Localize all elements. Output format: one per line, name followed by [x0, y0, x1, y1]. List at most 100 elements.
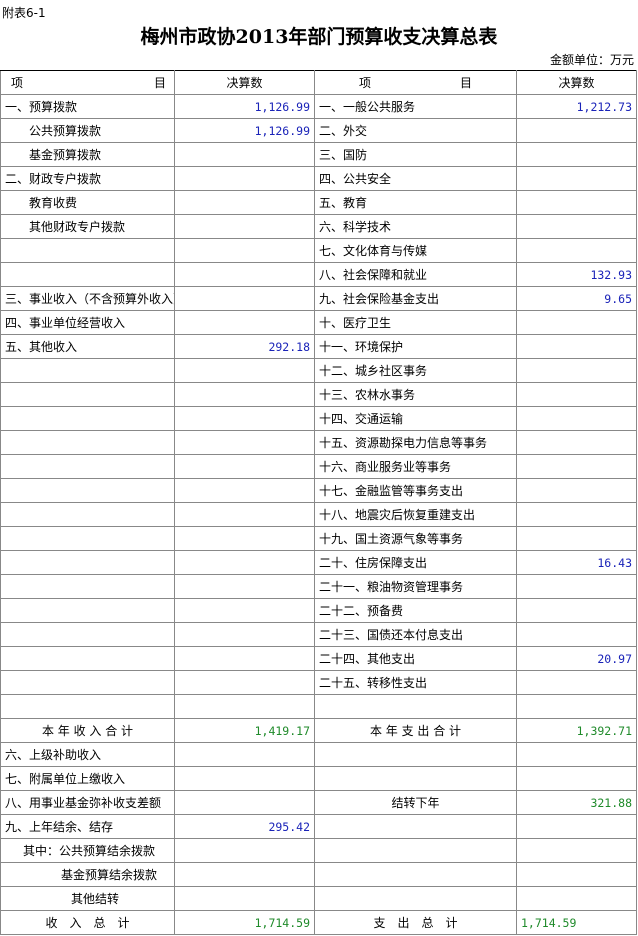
- header-cell: 项目: [0, 70, 175, 95]
- amount-cell: 321.88: [516, 790, 637, 815]
- amount-cell: 1,714.59: [174, 910, 315, 935]
- amount-cell: [516, 238, 637, 263]
- item-cell: 九、社会保险基金支出: [314, 286, 517, 311]
- amount-cell: [174, 574, 315, 599]
- item-cell: [0, 430, 175, 455]
- amount-cell: [516, 478, 637, 503]
- amount-cell: [174, 862, 315, 887]
- item-cell: [314, 886, 517, 911]
- header-row: 项目 决算数 项目 决算数: [0, 70, 637, 95]
- item-cell: 收 入 总 计: [0, 910, 175, 935]
- item-cell: 二十四、其他支出: [314, 646, 517, 671]
- amount-cell: [516, 406, 637, 431]
- amount-cell: [174, 886, 315, 911]
- item-cell: 其他结转: [0, 886, 175, 911]
- amount-cell: [516, 742, 637, 767]
- item-cell: [314, 814, 517, 839]
- item-cell: 二、外交: [314, 118, 517, 143]
- item-cell: 二十一、粮油物资管理事务: [314, 574, 517, 599]
- table-row: 十九、国土资源气象等事务: [0, 526, 637, 551]
- table-row: 十五、资源勘探电力信息等事务: [0, 430, 637, 455]
- table-row: [0, 694, 637, 719]
- amount-cell: 16.43: [516, 550, 637, 575]
- item-cell: 十五、资源勘探电力信息等事务: [314, 430, 517, 455]
- item-cell: 二、财政专户拨款: [0, 166, 175, 191]
- item-cell: 支 出 总 计: [314, 910, 517, 935]
- amount-cell: [516, 862, 637, 887]
- amount-cell: 292.18: [174, 334, 315, 359]
- item-cell: 二十、住房保障支出: [314, 550, 517, 575]
- table-row: 其中：公共预算结余拨款: [0, 838, 637, 863]
- amount-cell: [174, 838, 315, 863]
- table-row: 教育收费 五、教育: [0, 190, 637, 215]
- item-cell: 十三、农林水事务: [314, 382, 517, 407]
- table-row: 八、社会保障和就业 132.93: [0, 262, 637, 287]
- amount-cell: [516, 622, 637, 647]
- amount-cell: [174, 550, 315, 575]
- item-cell: 十七、金融监管等事务支出: [314, 478, 517, 503]
- item-cell: 教育收费: [0, 190, 175, 215]
- amount-cell: [516, 382, 637, 407]
- item-cell: 二十五、转移性支出: [314, 670, 517, 695]
- item-cell: [0, 550, 175, 575]
- item-cell: 二十三、国债还本付息支出: [314, 622, 517, 647]
- table-code: 附表6-1: [2, 6, 46, 20]
- amount-cell: [516, 886, 637, 911]
- table-row: 七、文化体育与传媒: [0, 238, 637, 263]
- table-row: 本 年 收 入 合 计 1,419.17 本 年 支 出 合 计 1,392.71: [0, 718, 637, 743]
- amount-cell: [516, 214, 637, 239]
- item-cell: [0, 694, 175, 719]
- amount-cell: [516, 310, 637, 335]
- amount-cell: [174, 766, 315, 791]
- item-cell: [0, 646, 175, 671]
- header-text: 目: [153, 76, 166, 90]
- item-cell: 十二、城乡社区事务: [314, 358, 517, 383]
- amount-cell: [174, 142, 315, 167]
- item-cell: 三、事业收入（不含预算外收入）: [0, 286, 175, 311]
- header-text: 目: [459, 76, 472, 90]
- amount-cell: [174, 526, 315, 551]
- item-cell: 十、医疗卫生: [314, 310, 517, 335]
- amount-cell: [174, 214, 315, 239]
- amount-cell: [516, 166, 637, 191]
- amount-cell: [174, 190, 315, 215]
- table-row: 二十一、粮油物资管理事务: [0, 574, 637, 599]
- amount-cell: [174, 238, 315, 263]
- item-cell: [0, 598, 175, 623]
- item-cell: 四、事业单位经营收入: [0, 310, 175, 335]
- table-row: 十四、交通运输: [0, 406, 637, 431]
- amount-cell: 20.97: [516, 646, 637, 671]
- amount-cell: 1,126.99: [174, 94, 315, 119]
- table-row: 基金预算拨款 三、国防: [0, 142, 637, 167]
- amount-cell: [174, 406, 315, 431]
- item-cell: 十一、环境保护: [314, 334, 517, 359]
- header-cell: 项目: [314, 70, 517, 95]
- table-row: 九、上年结余、结存 295.42: [0, 814, 637, 839]
- item-cell: 八、社会保障和就业: [314, 262, 517, 287]
- item-cell: 一、一般公共服务: [314, 94, 517, 119]
- amount-cell: [174, 742, 315, 767]
- item-cell: 七、文化体育与传媒: [314, 238, 517, 263]
- amount-cell: [516, 118, 637, 143]
- table-row: 三、事业收入（不含预算外收入） 九、社会保险基金支出 9.65: [0, 286, 637, 311]
- item-cell: [0, 238, 175, 263]
- item-cell: 八、用事业基金弥补收支差额: [0, 790, 175, 815]
- item-cell: [314, 838, 517, 863]
- table-row: 十六、商业服务业等事务: [0, 454, 637, 479]
- table-row: 十七、金融监管等事务支出: [0, 478, 637, 503]
- amount-cell: [516, 694, 637, 719]
- amount-cell: [516, 358, 637, 383]
- amount-cell: [174, 622, 315, 647]
- item-cell: 本 年 支 出 合 计: [314, 718, 517, 743]
- item-cell: [0, 382, 175, 407]
- item-cell: 二十二、预备费: [314, 598, 517, 623]
- amount-cell: [174, 670, 315, 695]
- amount-cell: 1,212.73: [516, 94, 637, 119]
- amount-cell: [516, 574, 637, 599]
- item-cell: 十九、国土资源气象等事务: [314, 526, 517, 551]
- table-row: 二十三、国债还本付息支出: [0, 622, 637, 647]
- table-row: 八、用事业基金弥补收支差额 结转下年 321.88: [0, 790, 637, 815]
- amount-cell: 1,126.99: [174, 118, 315, 143]
- amount-cell: 1,714.59: [516, 910, 637, 935]
